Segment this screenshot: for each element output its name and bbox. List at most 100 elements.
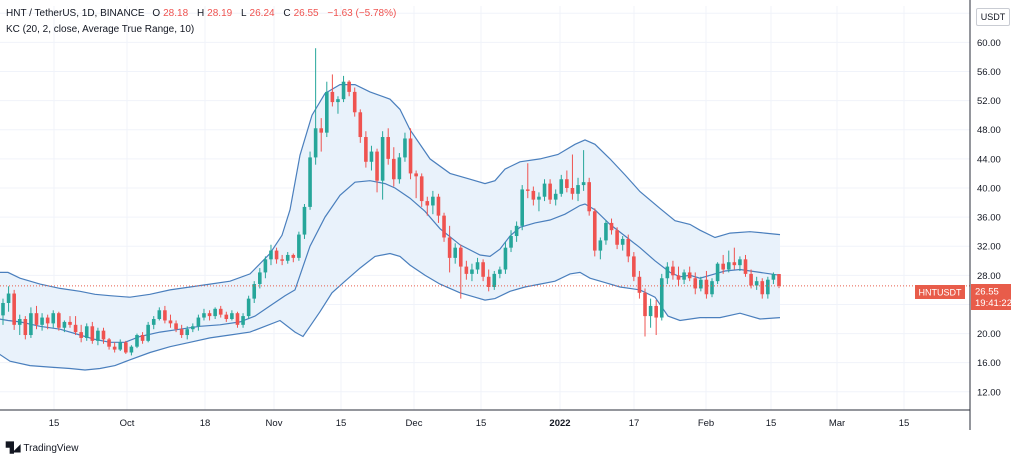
candle[interactable]: [637, 270, 642, 299]
candle[interactable]: [274, 247, 279, 264]
candle[interactable]: [414, 170, 418, 199]
candle[interactable]: [592, 208, 597, 257]
candle[interactable]: [34, 305, 39, 330]
candle[interactable]: [364, 131, 368, 168]
candle[interactable]: [369, 145, 374, 171]
candle[interactable]: [297, 231, 301, 261]
candle[interactable]: [79, 324, 83, 343]
candle[interactable]: [12, 289, 16, 330]
candle[interactable]: [458, 244, 463, 299]
candle[interactable]: [525, 163, 530, 199]
candle[interactable]: [213, 307, 217, 320]
candle[interactable]: [202, 308, 206, 321]
candle[interactable]: [168, 314, 173, 328]
candle[interactable]: [470, 263, 474, 282]
candle[interactable]: [124, 340, 128, 354]
candle[interactable]: [386, 128, 391, 165]
candle[interactable]: [313, 48, 318, 165]
currency-button[interactable]: USDT: [976, 8, 1010, 26]
candle[interactable]: [503, 241, 508, 274]
candle[interactable]: [62, 320, 67, 333]
candle[interactable]: [246, 295, 251, 320]
candle[interactable]: [319, 118, 324, 152]
candle[interactable]: [358, 109, 363, 143]
candle[interactable]: [352, 87, 357, 117]
candle[interactable]: [732, 247, 737, 270]
candle[interactable]: [191, 323, 195, 333]
candle[interactable]: [375, 148, 379, 193]
candle[interactable]: [559, 174, 564, 197]
candle[interactable]: [235, 311, 240, 328]
candle[interactable]: [140, 332, 145, 344]
candle[interactable]: [17, 314, 22, 336]
candle[interactable]: [738, 256, 742, 271]
candle[interactable]: [699, 276, 703, 292]
candle[interactable]: [45, 314, 50, 330]
candle[interactable]: [447, 225, 452, 273]
candle[interactable]: [280, 254, 284, 266]
candle[interactable]: [73, 316, 78, 336]
candle[interactable]: [397, 153, 402, 184]
candle[interactable]: [626, 234, 631, 263]
candle[interactable]: [252, 281, 257, 303]
candle[interactable]: [57, 311, 61, 331]
candle[interactable]: [263, 256, 268, 279]
candle[interactable]: [146, 321, 150, 343]
candle[interactable]: [336, 96, 340, 114]
candle[interactable]: [609, 218, 614, 235]
candle[interactable]: [23, 316, 28, 340]
candle[interactable]: [419, 173, 424, 207]
candle[interactable]: [509, 230, 513, 253]
candle[interactable]: [693, 272, 698, 295]
candle[interactable]: [157, 307, 162, 321]
candle[interactable]: [230, 310, 234, 321]
candle[interactable]: [570, 154, 575, 200]
candle[interactable]: [726, 250, 731, 273]
candle[interactable]: [587, 177, 591, 216]
candle[interactable]: [676, 266, 681, 286]
candle[interactable]: [665, 262, 670, 285]
candle[interactable]: [224, 311, 229, 322]
candle[interactable]: [241, 313, 245, 328]
candle[interactable]: [604, 220, 608, 245]
candle[interactable]: [514, 221, 519, 242]
candle[interactable]: [302, 203, 307, 239]
candle[interactable]: [632, 252, 636, 282]
candle[interactable]: [710, 278, 714, 298]
candle[interactable]: [687, 266, 692, 282]
candle[interactable]: [40, 313, 44, 331]
candle[interactable]: [643, 288, 647, 337]
indicator-label[interactable]: KC (20, 2, close, Average True Range, 10…: [6, 24, 195, 35]
candle[interactable]: [749, 269, 753, 289]
candle[interactable]: [1, 298, 5, 325]
candle[interactable]: [520, 185, 524, 231]
candle[interactable]: [135, 333, 139, 349]
candle[interactable]: [118, 339, 123, 352]
candle[interactable]: [291, 253, 296, 263]
candle[interactable]: [151, 316, 156, 330]
time-axis[interactable]: 15 Oct 18 Nov 15 Dec 15 2022 17 Feb 15 Mar 15: [49, 418, 910, 429]
candle[interactable]: [620, 236, 625, 251]
candle[interactable]: [486, 269, 491, 292]
candle[interactable]: [403, 132, 407, 162]
tradingview-brand[interactable]: ▜◢ TradingView: [6, 443, 78, 454]
candle[interactable]: [598, 237, 603, 260]
candle[interactable]: [90, 321, 95, 344]
candle[interactable]: [481, 259, 485, 282]
candle[interactable]: [531, 186, 536, 206]
candle[interactable]: [754, 276, 759, 290]
candle[interactable]: [498, 266, 502, 279]
candles[interactable]: [1, 48, 781, 356]
candle[interactable]: [29, 307, 33, 338]
candle[interactable]: [408, 128, 413, 180]
candle[interactable]: [107, 337, 111, 350]
candle[interactable]: [771, 272, 776, 285]
candle[interactable]: [464, 260, 469, 280]
candle[interactable]: [185, 326, 190, 340]
candle[interactable]: [766, 276, 770, 299]
candle[interactable]: [84, 323, 89, 341]
candle[interactable]: [347, 80, 351, 97]
candle[interactable]: [553, 189, 558, 206]
candle[interactable]: [615, 227, 619, 250]
